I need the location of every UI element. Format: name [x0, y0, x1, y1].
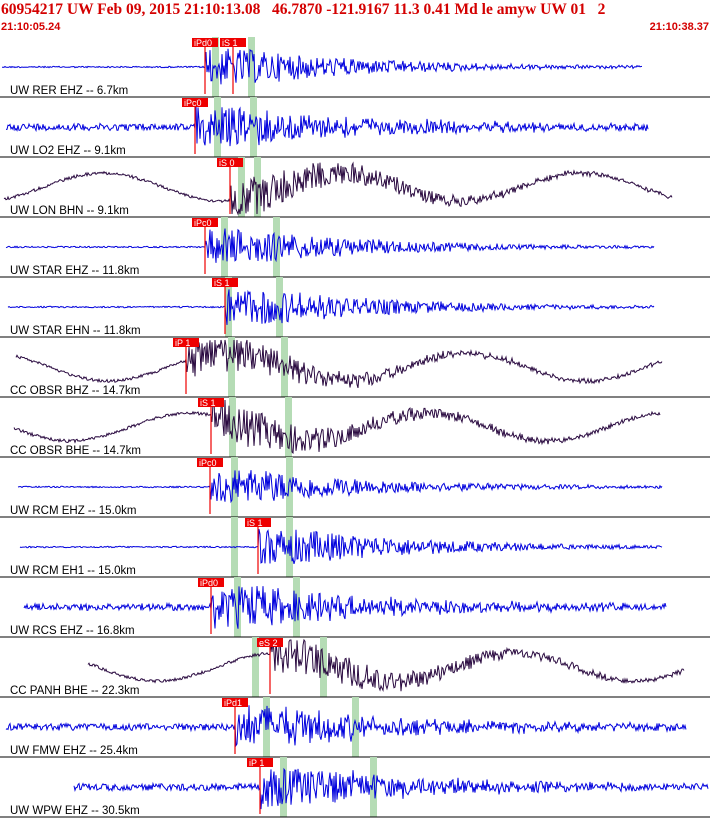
pick-marker[interactable] [198, 398, 224, 407]
trace-label: UW STAR EHZ -- 11.8km [10, 265, 139, 277]
pick-marker[interactable] [192, 218, 218, 227]
trace-label: CC OBSR BHZ -- 14.7km [10, 385, 140, 397]
trace-row: iP 1 UW WPW EHZ -- 30.5km [0, 757, 710, 818]
waveform [15, 339, 663, 389]
trace-row: iS 1 UW STAR EHN -- 11.8km [0, 277, 710, 338]
trace-label: CC PANH BHE -- 22.3km [10, 685, 140, 697]
trace-row: iPc0 UW LO2 EHZ -- 9.1km [0, 97, 710, 158]
pick-label: iPc0 [184, 98, 202, 108]
s-window-band [285, 397, 292, 457]
p-window-band [225, 277, 232, 337]
waveform [17, 470, 663, 504]
trace-row: iP 1 CC OBSR BHZ -- 14.7km [0, 337, 710, 398]
end-time: 21:10:38.37 [649, 21, 709, 33]
waveform [3, 161, 673, 216]
trace-label: UW RCS EHZ -- 16.8km [10, 625, 135, 637]
waveform [87, 638, 685, 692]
waveform [5, 228, 655, 263]
event-header: 60954217 UW Feb 09, 2015 21:10:13.08 46.… [0, 0, 710, 37]
pick-label: iS 1 [214, 278, 230, 288]
pick-marker[interactable] [182, 98, 208, 107]
trace-label: UW WPW EHZ -- 30.5km [10, 805, 140, 817]
waveform [23, 586, 667, 629]
seismogram-panel: iPd0 iS 1 UW RER EHZ -- 6.7km iPc0 UW LO2 EH… [0, 37, 710, 818]
event-title: 60954217 UW Feb 09, 2015 21:10:13.08 46.… [1, 1, 606, 18]
trace-label: UW RCM EH1 -- 15.0km [10, 565, 136, 577]
pick-marker[interactable] [247, 758, 273, 767]
start-time: 21:10:05.24 [1, 21, 61, 33]
pick-label: iPc0 [194, 218, 212, 228]
s-window-band [276, 277, 283, 337]
trace-label: UW STAR EHN -- 11.8km [10, 325, 141, 337]
trace-label: UW RCM EHZ -- 15.0km [10, 505, 137, 517]
pick-label: iPd0 [194, 38, 212, 48]
s-window-band [286, 457, 293, 517]
s-window-band [370, 757, 377, 817]
pick-marker[interactable] [197, 458, 223, 467]
waveform [13, 399, 661, 454]
trace-row: iPc0 UW RCM EHZ -- 15.0km [0, 457, 710, 518]
pick-label: iPd1 [224, 698, 242, 708]
p-window-band [238, 157, 245, 217]
trace-row: iS 0 UW LON BHN -- 9.1km [0, 157, 710, 218]
trace-label: UW LO2 EHZ -- 9.1km [10, 145, 126, 157]
pick-label: eS 2 [259, 638, 278, 648]
pick-label: iS 1 [200, 398, 216, 408]
pick-label: iS 0 [219, 158, 235, 168]
pick-marker[interactable] [217, 158, 243, 167]
pick-marker[interactable] [257, 638, 283, 647]
p-window-band [252, 637, 259, 697]
p-window-band [221, 217, 228, 277]
trace-row: iPd1 UW FMW EHZ -- 25.4km [0, 697, 710, 758]
s-window-band [352, 697, 359, 757]
trace-label: UW LON BHN -- 9.1km [10, 205, 129, 217]
trace-label: UW RER EHZ -- 6.7km [10, 85, 128, 97]
trace-row: iS 1 UW RCM EH1 -- 15.0km [0, 517, 710, 578]
s-window-band [273, 217, 280, 277]
p-window-band [214, 97, 221, 157]
trace-row: eS 2 CC PANH BHE -- 22.3km [0, 637, 710, 698]
waveform [7, 289, 655, 325]
s-window-band [248, 37, 255, 97]
waveform [73, 767, 709, 810]
pick-label: iP 1 [249, 758, 264, 768]
pick-label: iPc0 [199, 458, 217, 468]
pick-marker[interactable] [220, 38, 246, 47]
waveform [6, 104, 649, 147]
trace-row: iS 1 CC OBSR BHE -- 14.7km [0, 397, 710, 458]
p-window-band [228, 337, 235, 397]
pick-marker[interactable] [245, 518, 271, 527]
waveform [19, 529, 663, 565]
pick-label: iS 1 [222, 38, 238, 48]
p-window-band [234, 577, 241, 637]
pick-marker[interactable] [222, 698, 248, 707]
trace-label: CC OBSR BHE -- 14.7km [10, 445, 141, 457]
pick-label: iPd0 [200, 578, 218, 588]
pick-marker[interactable] [192, 38, 218, 47]
trace-row: iPd0 UW RCS EHZ -- 16.8km [0, 577, 710, 638]
waveform [2, 48, 643, 85]
s-window-band [250, 97, 257, 157]
pick-marker[interactable] [173, 338, 199, 347]
trace-row: iPd0 iS 1 UW RER EHZ -- 6.7km [0, 37, 710, 98]
pick-marker[interactable] [198, 578, 224, 587]
pick-label: iP 1 [175, 338, 190, 348]
pick-marker[interactable] [212, 278, 238, 287]
waveform [5, 705, 687, 748]
pick-label: iS 1 [247, 518, 263, 528]
trace-row: iPc0 UW STAR EHZ -- 11.8km [0, 217, 710, 278]
trace-label: UW FMW EHZ -- 25.4km [10, 745, 138, 757]
